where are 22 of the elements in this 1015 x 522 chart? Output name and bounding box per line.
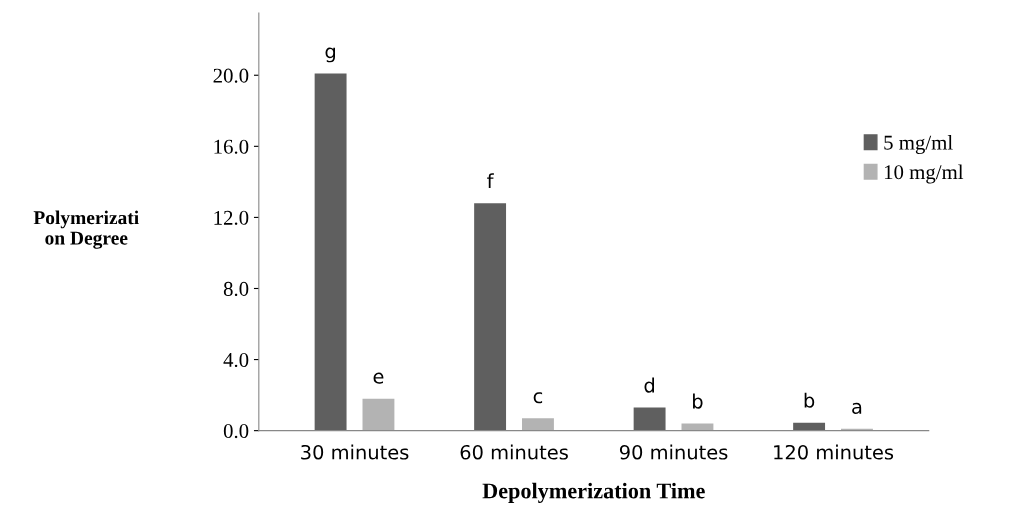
data-label: c — [533, 392, 543, 404]
data-label: b — [804, 392, 815, 408]
x-tick-label: 30 minutes — [301, 444, 409, 460]
x-tick-label: 60 minutes — [460, 444, 568, 460]
x-tick-label: 120 minutes — [774, 444, 894, 460]
legend-label: 10 mg/ml — [884, 164, 964, 184]
y-tick-label: 0.0 — [223, 424, 249, 439]
y-axis-title: Polymerizati on Degree — [33, 210, 139, 249]
y-tick-label: 12.0 — [214, 210, 249, 225]
x-tick-label: 90 minutes — [619, 444, 728, 460]
y-tick-label: 16.0 — [214, 139, 249, 154]
x-axis-title: Depolymerization Time — [482, 482, 705, 504]
data-label: b — [693, 393, 703, 409]
legend-label: 5 mg/ml — [884, 135, 953, 154]
data-label: f — [487, 173, 494, 189]
data-label: g — [325, 47, 335, 63]
y-tick-label: 20.0 — [213, 68, 249, 83]
data-label: e — [373, 372, 384, 384]
data-label: d — [644, 377, 654, 393]
y-tick-label: 4.0 — [223, 352, 249, 368]
data-label: a — [852, 402, 862, 414]
y-tick-label: 8.0 — [223, 281, 249, 297]
